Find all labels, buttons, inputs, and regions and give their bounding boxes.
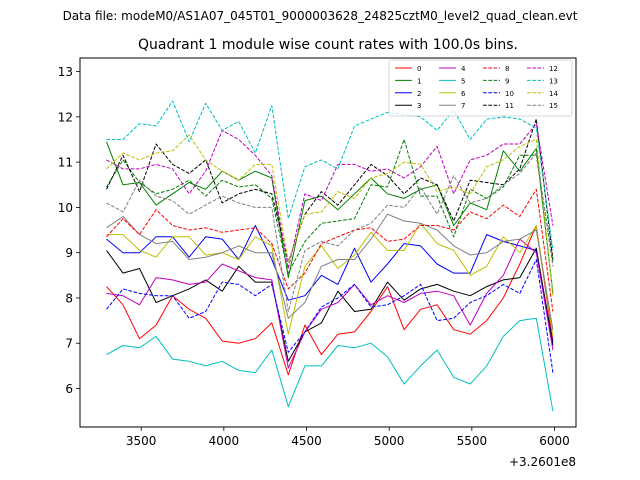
series-line-7 (106, 213, 554, 330)
x-tick-label: 3500 (126, 434, 157, 448)
x-tick-label: 6000 (539, 434, 570, 448)
series-line-6 (106, 222, 554, 337)
legend-box (388, 59, 573, 117)
series-line-9 (106, 139, 554, 274)
chart-title: Quadrant 1 module wise count rates with … (138, 37, 518, 53)
y-axis: 6 7 8 9 10 11 12 13 (58, 65, 80, 396)
series-line-3 (106, 247, 554, 362)
legend-label-8: 8 (505, 65, 509, 73)
legend-label-12: 12 (549, 65, 558, 73)
y-tick-label: 11 (58, 156, 73, 170)
series-line-10 (106, 259, 554, 373)
y-tick-label: 9 (65, 246, 73, 260)
data-file-subtitle: Data file: modeM0/AS1A07_045T01_90000036… (63, 9, 578, 23)
series-layer (106, 100, 554, 412)
legend-label-6: 6 (461, 90, 466, 98)
x-tick-label: 5000 (374, 434, 405, 448)
legend-label-3: 3 (417, 102, 421, 110)
series-line-15 (106, 152, 554, 312)
legend-label-1: 1 (417, 77, 421, 85)
series-line-8 (106, 188, 554, 312)
legend-label-14: 14 (549, 90, 558, 98)
series-line-13 (106, 100, 554, 251)
series-line-5 (106, 317, 554, 412)
series-line-11 (106, 118, 554, 263)
y-tick-label: 10 (58, 201, 73, 215)
x-tick-label: 4500 (291, 434, 322, 448)
x-tick-label: 4000 (209, 434, 240, 448)
x-offset-label: +3.2601e8 (509, 455, 576, 469)
legend-label-2: 2 (417, 90, 421, 98)
y-tick-label: 12 (58, 110, 73, 124)
series-line-12 (106, 123, 554, 269)
series-line-2 (106, 225, 554, 344)
series-line-14 (106, 134, 554, 296)
legend-label-9: 9 (505, 77, 509, 85)
legend-label-10: 10 (505, 90, 514, 98)
legend-label-15: 15 (549, 102, 558, 110)
legend-label-0: 0 (417, 65, 421, 73)
series-line-1 (106, 141, 554, 294)
axes-frame (79, 57, 577, 428)
y-tick-label: 6 (65, 382, 73, 396)
legend-label-5: 5 (461, 77, 465, 85)
x-tick-label: 5500 (457, 434, 488, 448)
legend-label-13: 13 (549, 77, 558, 85)
y-tick-label: 7 (65, 337, 73, 351)
legend-label-11: 11 (505, 102, 514, 110)
y-tick-label: 8 (65, 291, 73, 305)
legend-label-4: 4 (461, 65, 466, 73)
series-line-0 (106, 225, 554, 376)
y-tick-label: 13 (58, 65, 73, 79)
series-line-4 (106, 238, 554, 369)
x-axis: 3500 4000 4500 5000 5500 6000 (126, 427, 570, 448)
legend-label-7: 7 (461, 102, 465, 110)
